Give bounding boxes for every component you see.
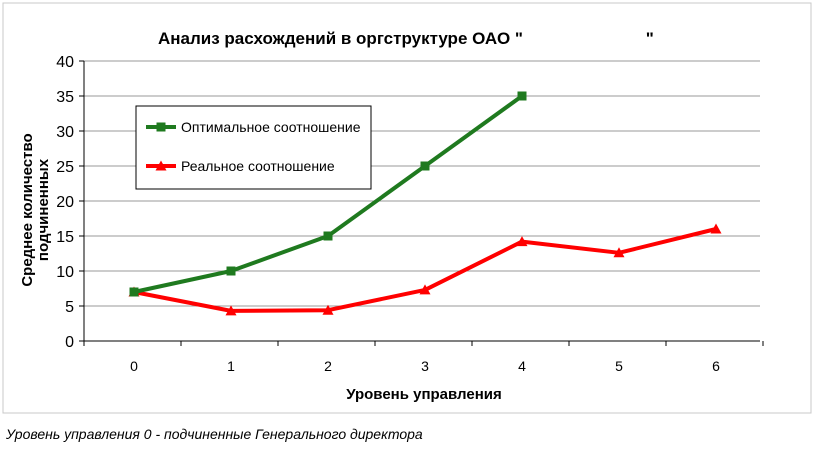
series-2-point-3 [419, 284, 431, 295]
series-1-point-3 [420, 161, 430, 171]
series-2-point-2 [322, 304, 334, 315]
y-tick-label-20: 20 [56, 194, 74, 211]
y-tick-label-25: 25 [56, 159, 74, 176]
series-2 [128, 223, 722, 316]
x-tick-label-5: 5 [615, 358, 623, 374]
footnote: Уровень управления 0 - подчиненные Генер… [6, 426, 423, 442]
series-1 [129, 91, 527, 297]
series-1-point-2 [323, 231, 333, 241]
y-tick-label-40: 40 [56, 54, 74, 71]
legend-box [135, 105, 372, 190]
chart-frame [2, 2, 812, 414]
series [128, 91, 722, 316]
x-axis-ticks: 0 1 2 3 4 5 6 [130, 358, 720, 374]
legend-swatch-marker-2 [155, 160, 167, 171]
series-2-point-1 [225, 305, 237, 316]
series-2-point-5 [613, 247, 625, 258]
legend-swatch-marker-1 [156, 122, 166, 132]
y-axis-ticks: 0 5 10 15 20 25 30 35 40 [56, 54, 74, 351]
x-tick-label-1: 1 [227, 358, 235, 374]
axes [79, 60, 764, 346]
y-tick-label-15: 15 [56, 229, 74, 246]
y-axis-title-line-2: подчиненных [35, 158, 52, 261]
series-2-point-4 [516, 236, 528, 247]
y-axis-title-line-1: Среднее количество [19, 133, 36, 286]
series-1-point-4 [517, 91, 527, 101]
series-2-point-6 [710, 223, 722, 234]
legend-label-1: Оптимальное соотношение [181, 119, 361, 135]
x-tick-label-2: 2 [324, 358, 332, 374]
x-axis-title: Уровень управления [346, 386, 502, 403]
chart-title: Анализ расхождений в оргструктуре ОАО " … [158, 29, 654, 48]
y-axis-title: Среднее количество подчиненных [19, 133, 52, 286]
legend: Оптимальное соотношение Реальное соотноше… [135, 105, 372, 190]
legend-label-2: Реальное соотношение [181, 158, 335, 174]
y-tick-label-10: 10 [56, 264, 74, 281]
x-tick-label-3: 3 [421, 358, 429, 374]
series-1-point-0 [129, 287, 139, 297]
series-1-point-1 [226, 266, 236, 276]
y-tick-label-0: 0 [65, 334, 74, 351]
y-tick-label-5: 5 [65, 299, 74, 316]
x-tick-label-0: 0 [130, 358, 138, 374]
x-tick-label-4: 4 [518, 358, 526, 374]
x-tick-label-6: 6 [712, 358, 720, 374]
y-tick-label-35: 35 [56, 89, 74, 106]
y-tick-label-30: 30 [56, 124, 74, 141]
